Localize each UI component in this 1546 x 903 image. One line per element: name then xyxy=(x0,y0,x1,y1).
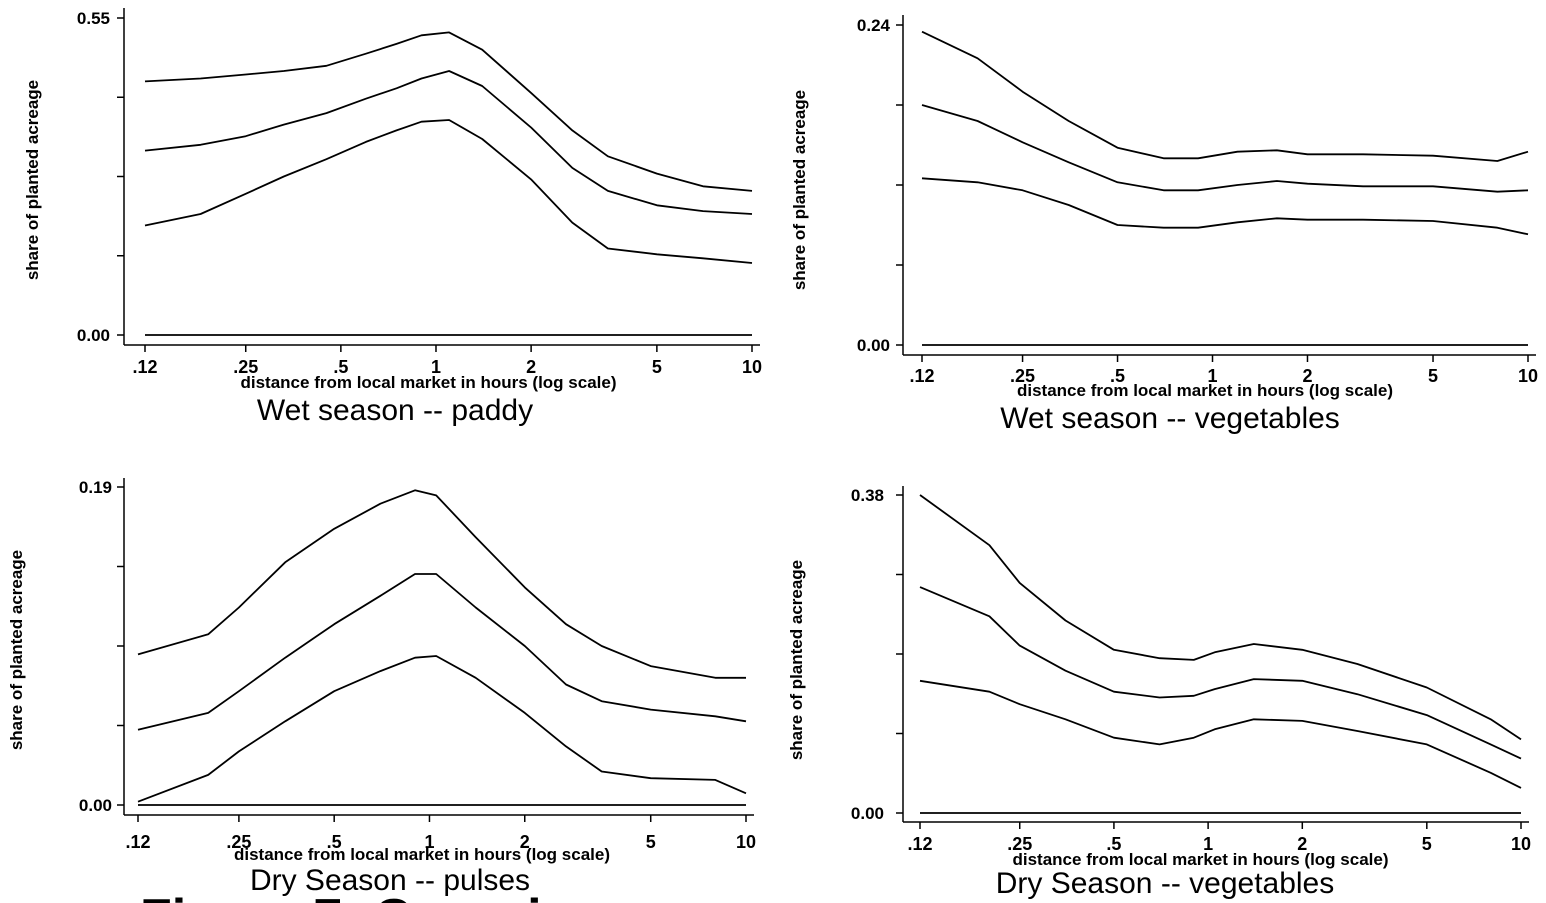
series-line xyxy=(921,30,1529,162)
x-tick-label: 10 xyxy=(1511,834,1531,854)
y-tick-label: 0.00 xyxy=(851,804,884,823)
y-tick-label: 0.24 xyxy=(857,16,891,35)
panel-title: Dry Season -- pulses xyxy=(250,864,530,897)
x-tick-label: .25 xyxy=(1007,834,1032,854)
y-axis-label: share of planted acreage xyxy=(23,80,42,280)
x-tick-label: 2 xyxy=(1302,366,1312,386)
x-tick-label: 2 xyxy=(520,832,530,852)
x-tick-label: 1 xyxy=(424,832,434,852)
series-line xyxy=(919,494,1522,741)
series-line xyxy=(144,119,753,264)
series-line xyxy=(137,489,746,679)
x-tick-label: .5 xyxy=(327,832,342,852)
panel-title: Wet season -- paddy xyxy=(257,394,533,427)
x-tick-label: 10 xyxy=(742,357,762,377)
x-tick-label: .12 xyxy=(907,834,932,854)
panel-wet-season-vegetables: 0.00 0.24 .12 .25 .5 1 2 5 10 distance from local… xyxy=(790,15,1538,435)
x-tick-label: 1 xyxy=(431,357,441,377)
y-tick-label: 0.38 xyxy=(851,486,884,505)
x-tick-label: 10 xyxy=(736,832,756,852)
x-tick-label: .12 xyxy=(125,832,150,852)
figure-caption: Figure 7: Cropping xyxy=(140,889,605,903)
series-line xyxy=(144,70,753,215)
panel-title: Dry Season -- vegetables xyxy=(996,867,1335,900)
series-line xyxy=(137,655,747,803)
series-line xyxy=(144,31,753,192)
x-tick-label: .5 xyxy=(1106,834,1121,854)
panel-title: Wet season -- vegetables xyxy=(1000,402,1340,435)
panel-wet-season-paddy: 0.00 0.55 .12 .25 .5 1 2 5 10 distance from local… xyxy=(23,8,762,427)
x-tick-label: .5 xyxy=(1110,366,1125,386)
x-tick-label: .5 xyxy=(333,357,348,377)
series-line xyxy=(919,586,1522,760)
y-tick-label: 0.19 xyxy=(79,478,112,497)
x-tick-label: 5 xyxy=(1428,366,1438,386)
x-tick-label: 10 xyxy=(1518,366,1538,386)
x-tick-label: .25 xyxy=(226,832,251,852)
series-line xyxy=(919,679,1522,789)
x-tick-label: .25 xyxy=(1010,366,1035,386)
series-line xyxy=(921,177,1529,236)
x-tick-label: 1 xyxy=(1203,834,1213,854)
series-line xyxy=(137,573,747,731)
x-tick-label: .12 xyxy=(132,357,157,377)
x-axis-label: distance from local market in hours (log… xyxy=(234,845,610,864)
x-tick-label: 5 xyxy=(646,832,656,852)
x-tick-label: .25 xyxy=(233,357,258,377)
x-axis-label: distance from local market in hours (log… xyxy=(1013,850,1389,869)
x-tick-label: 2 xyxy=(1297,834,1307,854)
y-axis-label: share of planted acreage xyxy=(7,550,26,750)
y-tick-label: 0.00 xyxy=(79,796,112,815)
x-tick-label: 1 xyxy=(1208,366,1218,386)
y-axis-label: share of planted acreage xyxy=(790,90,809,290)
y-tick-label: 0.00 xyxy=(77,326,110,345)
panel-dry-season-pulses: 0.00 0.19 .12 .25 .5 1 2 5 10 distance from local… xyxy=(7,478,756,897)
x-axis-label: distance from local market in hours (log… xyxy=(1017,381,1393,400)
y-axis-label: share of planted acreage xyxy=(787,560,806,760)
x-axis-label: distance from local market in hours (log… xyxy=(241,373,617,392)
x-tick-label: .12 xyxy=(909,366,934,386)
y-tick-label: 0.00 xyxy=(857,336,890,355)
series-line xyxy=(921,104,1529,193)
x-tick-label: 2 xyxy=(526,357,536,377)
y-tick-label: 0.55 xyxy=(77,9,110,28)
x-tick-label: 5 xyxy=(652,357,662,377)
x-tick-label: 5 xyxy=(1422,834,1432,854)
panel-dry-season-vegetables: 0.00 0.38 .12 .25 .5 1 2 5 10 distance from local… xyxy=(787,486,1531,900)
